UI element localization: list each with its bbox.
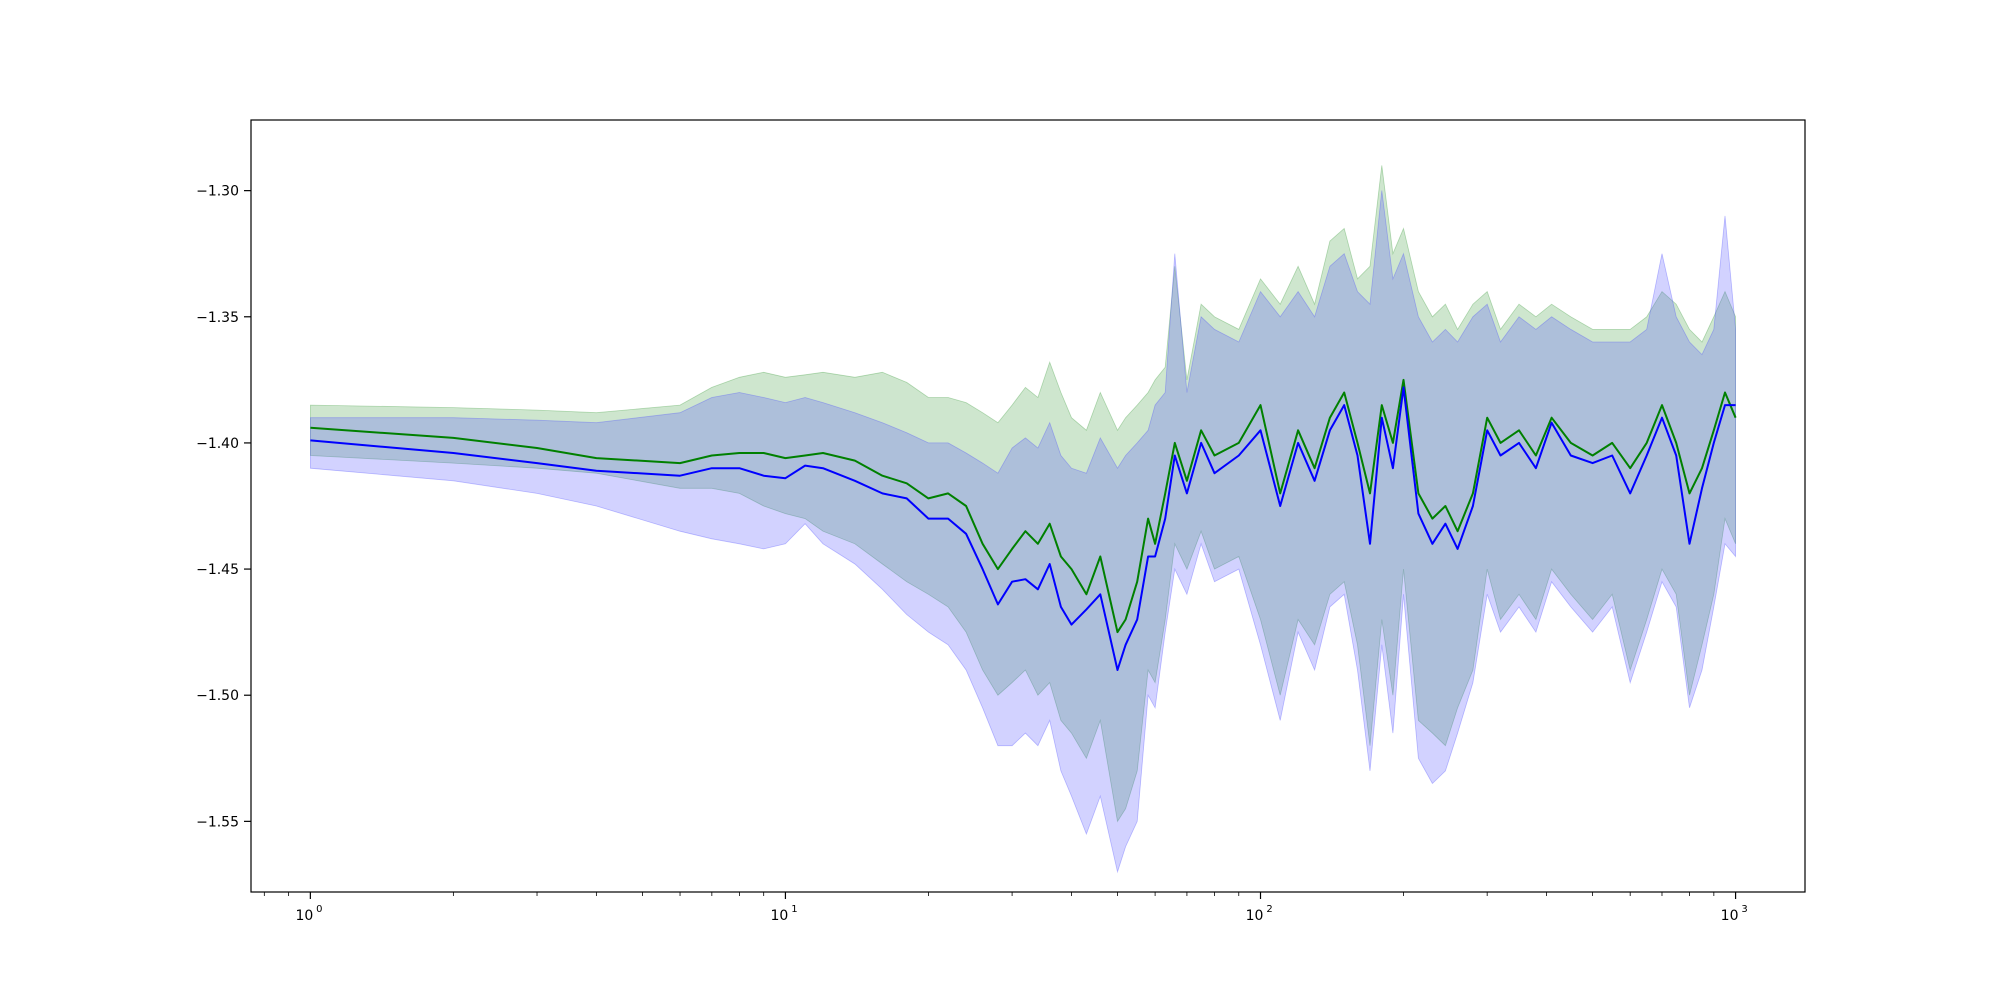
y-axis: −1.30 −1.35 −1.40 −1.45 −1.50 −1.55 (196, 184, 251, 830)
green-series-line (310, 378, 1737, 634)
x-tick-label-exponent: 3 (1741, 904, 1747, 915)
x-axis: 10 0 10 1 10 2 10 3 (263, 892, 1748, 924)
confidence-bands (310, 165, 1736, 874)
blue-series-line (310, 386, 1736, 671)
y-tick-label: −1.40 (196, 436, 239, 452)
y-tick-label: −1.50 (196, 688, 239, 704)
x-tick-label: 10 (771, 908, 789, 924)
axes-frame (250, 119, 1806, 893)
x-tick-label: 10 (1721, 908, 1739, 924)
axes-background (251, 120, 1805, 892)
y-tick-label: −1.45 (196, 562, 239, 578)
y-tick-label: −1.30 (196, 184, 239, 200)
series-lines (310, 378, 1737, 671)
y-tick-label: −1.35 (196, 310, 239, 326)
green-confidence-band (310, 165, 1736, 823)
plot-area (250, 119, 1806, 893)
x-tick-label: 10 (1246, 908, 1264, 924)
x-tick-label-exponent: 0 (316, 904, 322, 915)
x-tick-label-exponent: 2 (1266, 904, 1272, 915)
blue-confidence-band (310, 190, 1736, 874)
x-tick-label: 10 (295, 908, 313, 924)
x-tick-label-exponent: 1 (791, 904, 797, 915)
y-tick-label: −1.55 (196, 814, 239, 830)
